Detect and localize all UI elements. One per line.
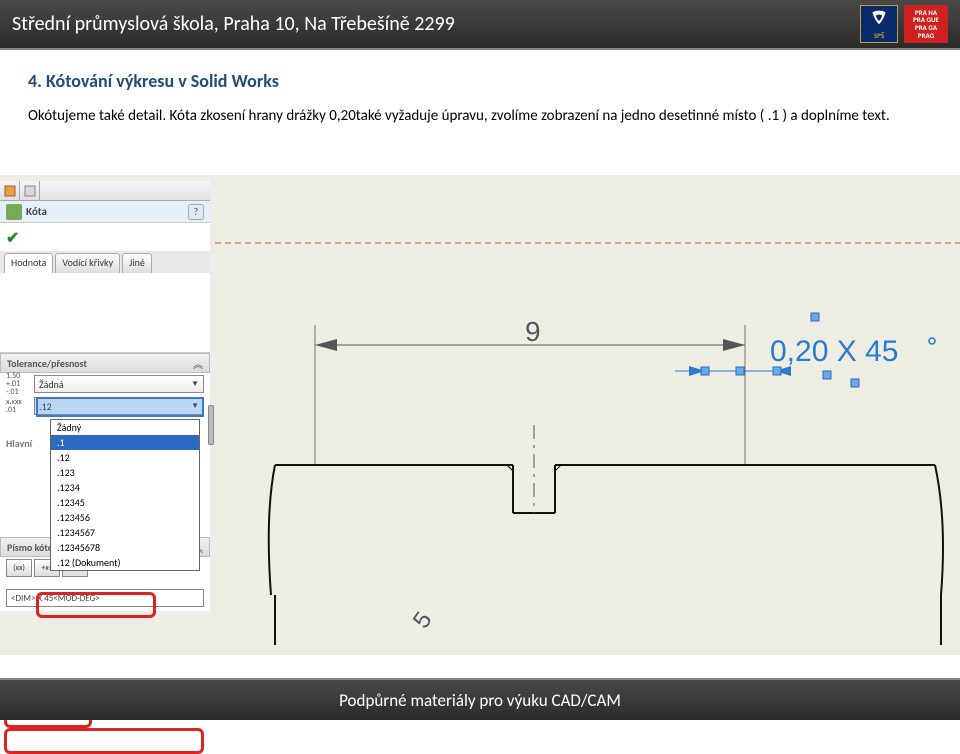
confirm-row: ✔ (0, 223, 210, 251)
btn-paren[interactable]: (xx) (6, 559, 32, 577)
panel-top-tabs (0, 181, 210, 201)
dropdown-option[interactable]: .12345678 (51, 540, 199, 555)
highlight-box (4, 728, 204, 754)
page-header: Střední průmyslová škola, Praha 10, Na T… (0, 0, 960, 50)
page-footer: Podpůrné materiály pro výuku CAD/CAM (0, 678, 960, 720)
tab-hodnota[interactable]: Hodnota (4, 253, 53, 273)
tolerance-row: 1.50+.01-.01 Žádná▼ (0, 373, 210, 395)
dropdown-option[interactable]: .12345 (51, 495, 199, 510)
dropdown-option[interactable]: .1234 (51, 480, 199, 495)
dropdown-option[interactable]: .1 (51, 435, 199, 450)
tab-jine[interactable]: Jiné (122, 253, 152, 273)
panel-scroll-handle[interactable] (208, 405, 214, 445)
prec-icon: x.xxx.01 (6, 398, 30, 414)
kota-label: Kóta (26, 205, 188, 218)
highlight-box (36, 592, 156, 618)
tol-icon: 1.50+.01-.01 (6, 372, 30, 396)
dropdown-option[interactable]: .12 (51, 450, 199, 465)
panel-tab-2[interactable] (20, 181, 40, 200)
dropdown-option[interactable]: .123456 (51, 510, 199, 525)
school-name: Střední průmyslová škola, Praha 10, Na T… (12, 12, 854, 36)
precision-dropdown[interactable]: Žádný.1.12.123.1234.12345.123456.1234567… (50, 419, 200, 571)
tab-vodici[interactable]: Vodící křivky (55, 253, 120, 273)
section-body: Okótujeme také detail. Kóta zkosení hran… (28, 106, 932, 127)
slide-content: 4. Kótování výkresu v Solid Works Okótuj… (0, 50, 960, 147)
dimension-icon (6, 204, 22, 220)
sps-logo: SPŠ (860, 5, 898, 43)
svg-text:5: 5 (408, 607, 438, 633)
panel-tab-1[interactable] (0, 181, 20, 200)
precision-select-highlight (36, 397, 204, 417)
drawing-svg: 9 0,20 X 45 5 (215, 175, 960, 655)
tolerance-select[interactable]: Žádná▼ (34, 375, 204, 393)
panel-spacer (0, 273, 210, 353)
property-tabs: Hodnota Vodící křivky Jiné (0, 251, 210, 273)
svg-text:9: 9 (525, 316, 541, 347)
hlavni-label: Hlavní (6, 437, 32, 450)
tolerance-header[interactable]: Tolerance/přesnost︽ (0, 353, 210, 373)
dropdown-option[interactable]: .123 (51, 465, 199, 480)
dropdown-option[interactable]: .1234567 (51, 525, 199, 540)
dropdown-option[interactable]: .12 (Dokument) (51, 555, 199, 570)
section-title: 4. Kótování výkresu v Solid Works (28, 70, 932, 92)
dropdown-option[interactable]: Žádný (51, 420, 199, 435)
kota-header: Kóta ? (0, 201, 210, 223)
solidworks-screenshot: Kóta ? ✔ Hodnota Vodící křivky Jiné Tole… (0, 175, 960, 655)
footer-text: Podpůrné materiály pro výuku CAD/CAM (339, 690, 621, 711)
ok-check-icon[interactable]: ✔ (6, 228, 24, 246)
help-icon[interactable]: ? (188, 204, 204, 220)
chevron-up-icon: ︽ (193, 356, 203, 371)
svg-text:0,20 X 45: 0,20 X 45 (770, 335, 898, 368)
praha-logo: PRA HA PRA GUE PRA GA PRAG (904, 5, 948, 43)
drawing-canvas: 9 0,20 X 45 5 (215, 175, 960, 655)
